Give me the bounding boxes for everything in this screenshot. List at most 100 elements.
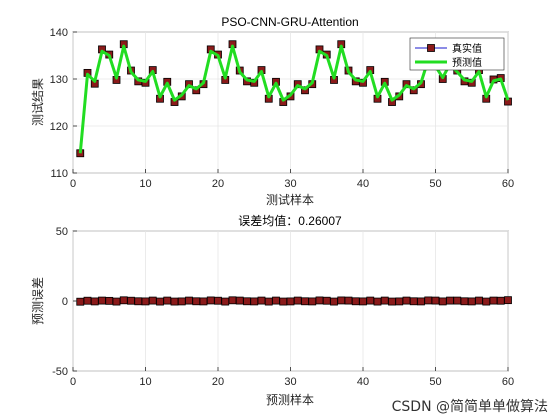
error-point (467, 297, 476, 306)
error-point (308, 297, 317, 306)
bottom-plot-x-tick-label: 30 (284, 376, 296, 388)
error-point (163, 296, 172, 305)
bottom-plot-x-ticks: 0 10 20 30 40 50 60 (70, 367, 514, 388)
error-point (417, 297, 425, 306)
error-point (344, 296, 353, 305)
error-point (228, 296, 237, 305)
top-plot-x-ticks: 0 10 20 30 40 50 60 (70, 169, 514, 190)
top-plot-x-label: 测试样本 (266, 192, 314, 207)
legend-box (409, 37, 505, 71)
bottom-plot-x-tick-label: 20 (212, 376, 224, 388)
error-point (221, 297, 230, 306)
error-point (380, 296, 389, 305)
error-point (250, 297, 259, 306)
bottom-plot-title: 误差均值：0.26007 (238, 213, 342, 228)
top-plot-x-tick-label: 0 (70, 178, 76, 190)
error-point (90, 297, 99, 306)
error-point (460, 297, 469, 306)
error-point (279, 297, 288, 306)
error-point (359, 297, 367, 306)
error-point (388, 297, 396, 306)
bottom-plot-x-tick-label: 50 (429, 376, 441, 388)
error-point (235, 296, 244, 305)
top-plot-x-tick-label: 30 (284, 178, 296, 190)
error-point (206, 296, 215, 305)
error-point (409, 297, 418, 306)
top-plot: 0 10 20 30 40 50 60 110 120 130 140 PSO-CNN-GRU-A… (30, 15, 514, 207)
error-point (134, 297, 143, 306)
error-point (83, 296, 92, 305)
top-plot-y-ticks: 110 120 130 140 (50, 27, 77, 180)
bottom-plot-y-label: 预测误差 (31, 277, 45, 325)
error-point (177, 297, 186, 306)
error-point (286, 297, 295, 306)
error-point (453, 296, 462, 305)
legend-pred-label: 预测值 (452, 56, 482, 69)
bottom-plot-series (76, 296, 512, 306)
bottom-plot-y-tick-label: 0 (62, 296, 68, 308)
error-point (351, 297, 360, 306)
top-plot-x-tick-label: 10 (139, 178, 151, 190)
error-point (504, 296, 512, 305)
error-point (496, 296, 505, 305)
top-plot-x-tick-label: 50 (429, 178, 441, 190)
top-plot-y-label: 测试结果 (30, 78, 45, 126)
error-point (431, 296, 440, 305)
error-point (105, 296, 114, 305)
legend: 真实值 预测值 (409, 37, 505, 71)
bottom-plot-x-tick-label: 60 (502, 376, 514, 388)
error-point (98, 296, 106, 305)
error-point (141, 297, 150, 306)
error-point (322, 296, 331, 305)
error-point (272, 296, 280, 305)
error-point (156, 297, 164, 306)
error-point (185, 296, 193, 305)
bottom-plot-y-tick-label: -50 (52, 366, 68, 378)
top-plot-x-tick-label: 40 (357, 178, 369, 190)
error-point (293, 296, 302, 305)
top-plot-y-tick-label: 110 (50, 168, 68, 180)
error-point (438, 297, 447, 306)
bottom-plot-x-tick-label: 0 (70, 376, 76, 388)
error-point (192, 297, 201, 306)
bottom-plot-y-tick-label: 50 (56, 226, 68, 238)
error-point (264, 297, 273, 306)
error-point (76, 297, 85, 306)
error-point (489, 296, 498, 305)
top-plot-title: PSO-CNN-GRU-Attention (221, 15, 358, 29)
error-point (257, 296, 266, 305)
top-plot-x-tick-label: 20 (212, 178, 224, 190)
top-plot-y-tick-label: 130 (50, 74, 68, 86)
error-point (482, 297, 491, 306)
bottom-plot-x-tick-label: 40 (357, 376, 369, 388)
bottom-plot-x-label: 预测样本 (266, 392, 314, 407)
error-point (366, 296, 375, 305)
error-point (301, 297, 309, 306)
bottom-plot-y-ticks: -50 0 50 (52, 226, 77, 378)
error-point (214, 296, 222, 305)
legend-true-label: 真实值 (452, 42, 482, 55)
error-point (424, 296, 433, 305)
error-point (315, 296, 324, 305)
error-point (127, 296, 135, 305)
error-point (337, 296, 346, 305)
error-point (243, 297, 251, 306)
error-point (170, 297, 179, 306)
error-point (199, 297, 208, 306)
error-point (395, 297, 404, 306)
error-point (402, 296, 411, 305)
watermark: CSDN @简简单单做算法 (391, 399, 548, 415)
error-point (475, 296, 483, 305)
top-plot-y-tick-label: 120 (50, 121, 68, 133)
error-point (148, 296, 157, 305)
error-point (112, 297, 121, 306)
top-plot-y-tick-label: 140 (50, 27, 68, 39)
error-point (446, 296, 454, 305)
top-plot-x-tick-label: 60 (502, 178, 514, 190)
legend-true-marker (427, 44, 435, 52)
error-point (119, 296, 128, 305)
error-point (330, 297, 338, 306)
bottom-plot-x-tick-label: 10 (139, 376, 151, 388)
